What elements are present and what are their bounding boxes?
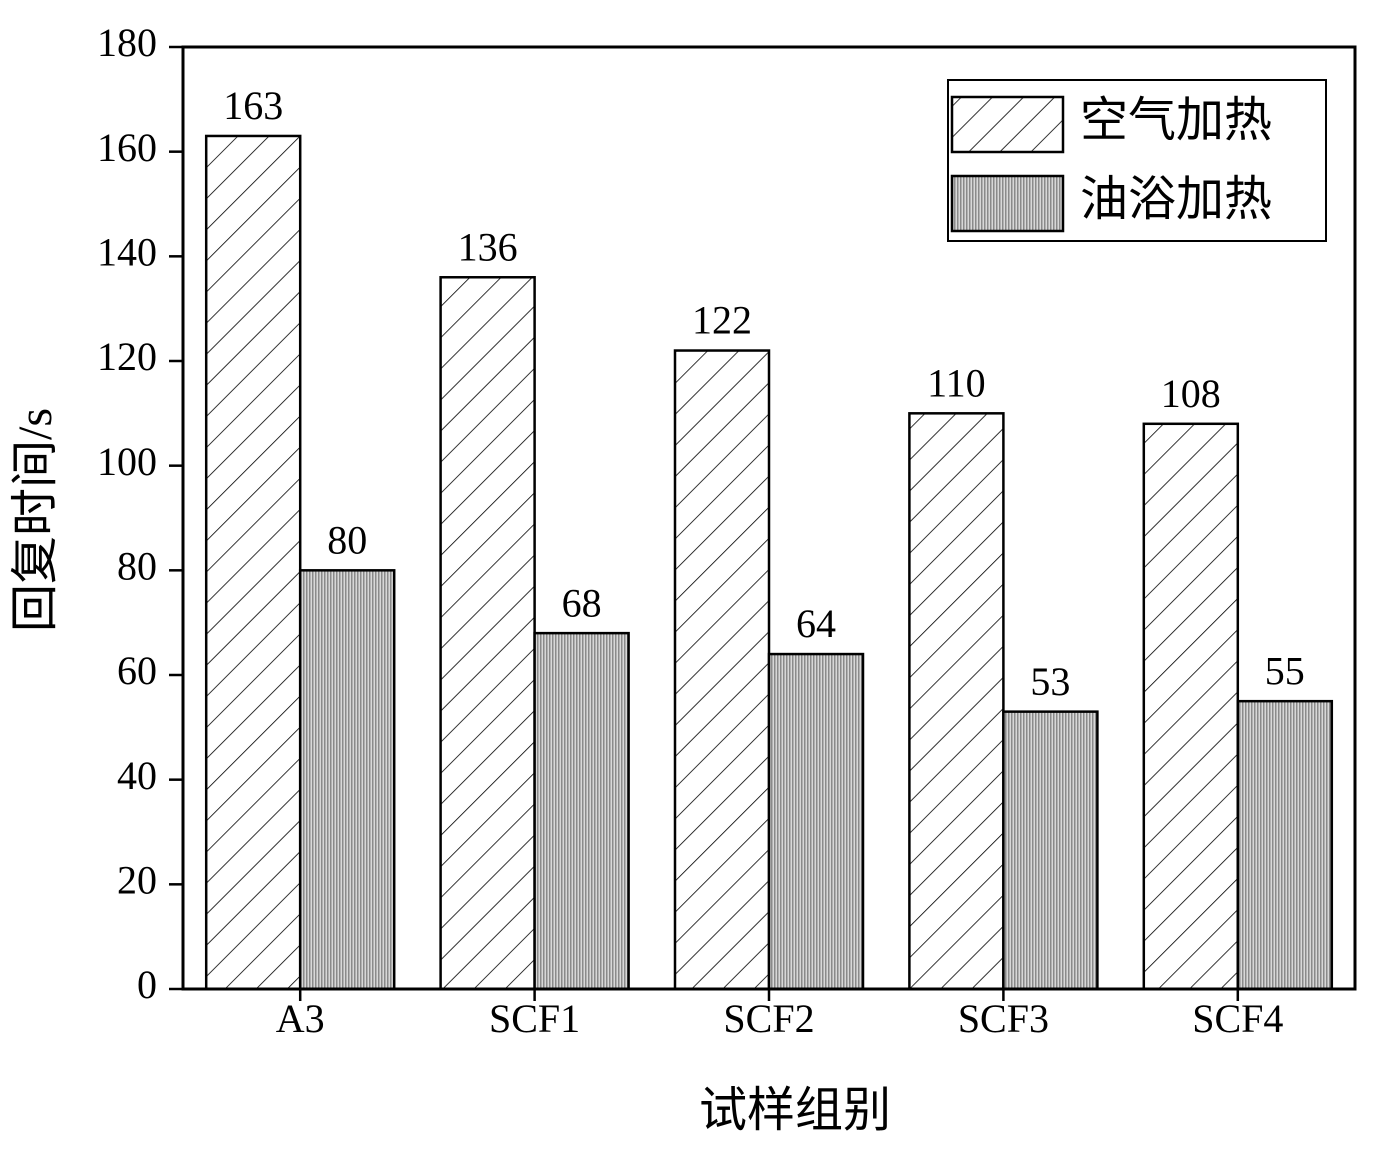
- value-label: 122: [692, 298, 752, 343]
- x-tick-label: A3: [276, 996, 325, 1041]
- value-label: 55: [1265, 648, 1305, 693]
- x-tick-label: SCF1: [489, 996, 580, 1041]
- bar: [1236, 699, 1334, 991]
- y-axis-title: 回复时间/s: [9, 408, 62, 632]
- value-label: 68: [562, 580, 602, 625]
- value-label: 80: [327, 518, 367, 563]
- bar: [439, 276, 536, 991]
- x-tick-label: SCF3: [958, 996, 1049, 1041]
- legend-swatch: [950, 95, 1065, 154]
- y-tick-label: 0: [137, 962, 157, 1007]
- bar: [767, 652, 865, 991]
- y-tick-label: 60: [117, 648, 157, 693]
- bar: [204, 134, 302, 991]
- value-label: 136: [458, 224, 518, 269]
- x-tick-label: SCF2: [723, 996, 814, 1041]
- value-label: 53: [1030, 659, 1070, 704]
- bar: [673, 349, 771, 991]
- bar: [533, 631, 630, 991]
- bar: [908, 412, 1005, 991]
- bar: [1142, 422, 1240, 991]
- value-label: 64: [796, 601, 836, 646]
- legend-label: 空气加热: [1080, 94, 1272, 147]
- y-tick-label: 120: [97, 334, 157, 379]
- value-label: 110: [927, 361, 986, 406]
- value-label: 108: [1161, 371, 1221, 416]
- bar: [298, 569, 396, 991]
- plot-frame: [181, 45, 1357, 991]
- value-label: 163: [223, 83, 283, 128]
- x-axis-title: 试样组别: [699, 1084, 891, 1137]
- legend-label: 油浴加热: [1080, 173, 1272, 226]
- y-tick-label: 80: [117, 544, 157, 589]
- y-tick-label: 180: [97, 20, 157, 65]
- y-tick-label: 140: [97, 230, 157, 275]
- x-tick-label: SCF4: [1192, 996, 1283, 1041]
- y-tick-label: 40: [117, 753, 157, 798]
- legend-swatch: [950, 174, 1065, 233]
- bar: [1002, 710, 1099, 991]
- y-tick-label: 160: [97, 125, 157, 170]
- y-tick-label: 20: [117, 858, 157, 903]
- y-tick-label: 100: [97, 439, 157, 484]
